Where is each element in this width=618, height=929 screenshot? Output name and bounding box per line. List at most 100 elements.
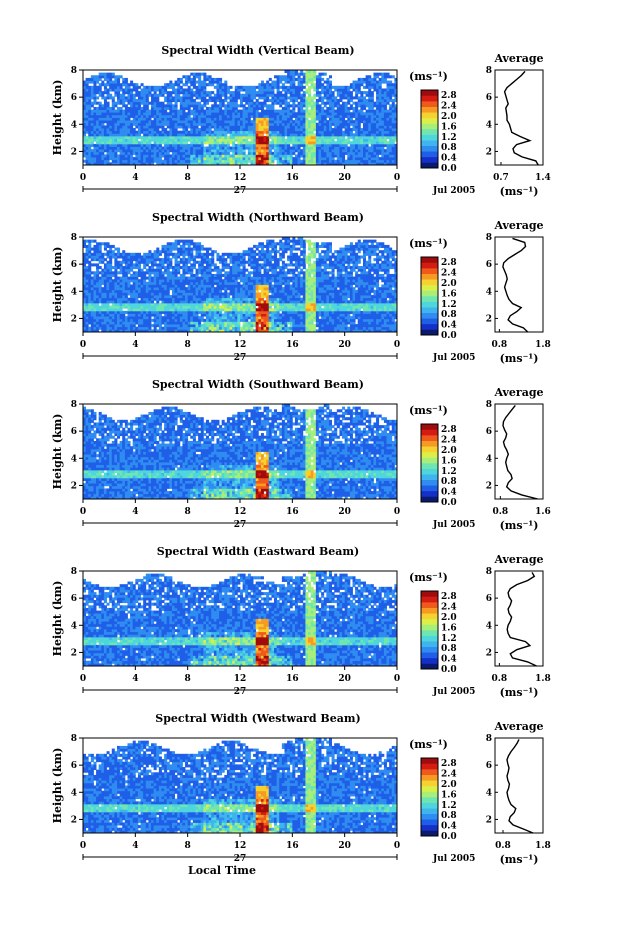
heatmap-cell (342, 149, 346, 153)
heatmap-cell (198, 143, 202, 147)
heatmap-cell (394, 104, 398, 108)
heatmap-cell (253, 159, 257, 163)
heatmap-cell (93, 96, 97, 100)
heatmap-cell (195, 120, 199, 124)
heatmap-cell (195, 106, 199, 110)
heatmap-cell (130, 310, 134, 314)
heatmap-cell (169, 258, 173, 262)
heatmap-cell (182, 120, 186, 124)
heatmap-cell (255, 162, 259, 166)
heatmap-cell (109, 128, 113, 132)
heatmap-cell (321, 162, 325, 166)
heatmap-cell (221, 157, 225, 161)
heatmap-cell (213, 99, 217, 103)
heatmap-cell (192, 122, 196, 126)
heatmap-cell (313, 93, 317, 97)
heatmap-cell (305, 72, 309, 76)
heatmap-cell (132, 324, 136, 328)
heatmap-cell (158, 316, 162, 320)
heatmap-cell (281, 149, 285, 153)
heatmap-cell (389, 138, 393, 142)
heatmap-cell (148, 93, 152, 97)
heatmap-cell (334, 135, 338, 140)
heatmap-cell (373, 151, 377, 155)
heatmap-cell (247, 96, 251, 100)
heatmap-cell (365, 125, 369, 129)
heatmap-cell (255, 149, 259, 153)
heatmap-cell (362, 112, 366, 116)
heatmap-cell (321, 133, 325, 137)
heatmap-cell (368, 101, 372, 105)
heatmap-cell (328, 122, 332, 126)
heatmap-cell (164, 266, 168, 270)
heatmap-cell (208, 117, 212, 121)
heatmap-cell (96, 252, 100, 256)
heatmap-cell (245, 114, 249, 118)
heatmap-cell (122, 310, 126, 314)
heatmap-cell (211, 114, 215, 118)
heatmap-cell (208, 130, 212, 134)
heatmap-cell (114, 117, 118, 121)
heatmap-cell (242, 112, 246, 116)
heatmap-cell (216, 109, 220, 113)
heatmap-cell (161, 297, 165, 301)
heatmap-cell (274, 157, 278, 161)
heatmap-cell (179, 239, 183, 243)
heatmap-cell (98, 159, 102, 163)
heatmap-cell (326, 159, 330, 163)
heatmap-cell (161, 250, 165, 254)
heatmap-cell (242, 99, 246, 103)
heatmap-cell (151, 318, 155, 322)
heatmap-cell (156, 289, 160, 293)
heatmap-cell (143, 130, 147, 134)
heatmap-cell (394, 88, 398, 92)
heatmap-cell (119, 130, 123, 134)
heatmap-cell (255, 141, 259, 145)
heatmap-cell (352, 159, 356, 163)
heatmap-cell (135, 266, 139, 270)
heatmap-cell (203, 93, 207, 97)
heatmap-cell (190, 80, 194, 84)
heatmap-cell (323, 114, 327, 118)
heatmap-cell (101, 83, 105, 87)
heatmap-cell (161, 138, 165, 142)
heatmap-cell (205, 159, 209, 163)
heatmap-cell (192, 120, 196, 124)
heatmap-cell (328, 143, 332, 147)
heatmap-cell (352, 122, 356, 126)
heatmap-cell (90, 239, 94, 243)
heatmap-cell (143, 321, 147, 325)
heatmap-cell (247, 101, 251, 105)
heatmap-cell (153, 149, 157, 153)
heatmap-cell (171, 297, 175, 301)
heatmap-cell (247, 117, 251, 121)
heatmap-cell (88, 260, 92, 264)
heatmap-cell (171, 135, 175, 140)
heatmap-cell (195, 75, 199, 79)
heatmap-cell (83, 260, 87, 264)
heatmap-cell (221, 141, 225, 145)
heatmap-cell (124, 276, 128, 280)
heatmap-cell (213, 141, 217, 145)
heatmap-cell (85, 244, 89, 248)
heatmap-cell (200, 130, 204, 134)
heatmap-cell (151, 154, 155, 158)
heatmap-cell (221, 125, 225, 129)
heatmap-cell (190, 101, 194, 105)
heatmap-cell (135, 318, 139, 322)
heatmap-cell (174, 80, 178, 84)
heatmap-cell (211, 138, 215, 142)
heatmap-cell (255, 138, 259, 142)
heatmap-cell (151, 297, 155, 301)
heatmap-cell (253, 109, 257, 113)
heatmap-cell (171, 255, 175, 259)
heatmap-cell (98, 289, 102, 293)
heatmap-cell (132, 252, 136, 256)
heatmap-cell (294, 162, 298, 166)
heatmap-cell (328, 130, 332, 134)
heatmap-cell (360, 159, 364, 163)
heatmap-cell (161, 128, 165, 132)
heatmap-cell (292, 135, 296, 140)
heatmap-cell (190, 258, 194, 262)
